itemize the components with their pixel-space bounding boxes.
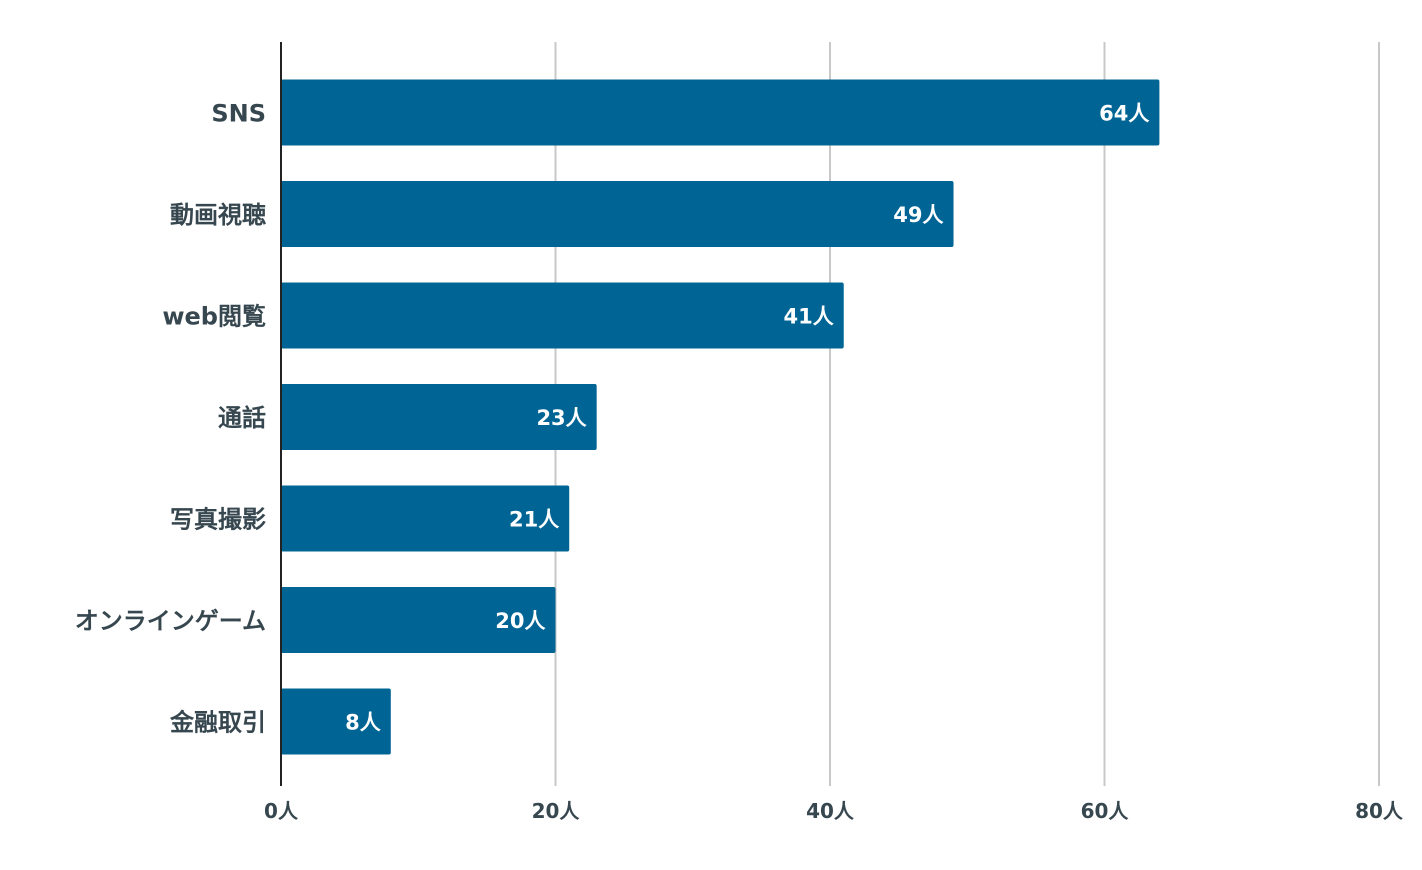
data-label: 41人 (783, 305, 833, 329)
bar (281, 384, 597, 450)
data-label: 64人 (1099, 102, 1149, 126)
x-tick-label: 40人 (806, 799, 855, 823)
bar (281, 79, 1160, 146)
category-label: SNS (211, 100, 266, 128)
x-tick-label: 0人 (264, 799, 299, 823)
bar (281, 282, 844, 349)
data-labels: 64人 49人 41人 23人 21人 20人 8人 (345, 102, 1149, 735)
bars (281, 79, 1160, 755)
data-label: 49人 (893, 203, 943, 227)
category-label: web閲覧 (162, 303, 266, 331)
bar (281, 688, 391, 755)
x-tick-label: 20人 (532, 799, 581, 823)
category-label: 写真撮影 (170, 506, 266, 534)
category-label: 通話 (218, 404, 266, 432)
data-label: 21人 (509, 508, 559, 532)
category-label: オンラインゲーム (75, 607, 266, 635)
data-label: 8人 (345, 711, 381, 735)
category-label: 金融取引 (169, 709, 266, 737)
bar (281, 587, 556, 653)
gridlines (554, 42, 1380, 786)
bar (281, 181, 954, 247)
x-tick-label: 80人 (1355, 799, 1404, 823)
data-label: 20人 (495, 609, 545, 633)
x-tick-label: 60人 (1081, 799, 1130, 823)
data-label: 23人 (536, 406, 586, 430)
bar (281, 485, 570, 552)
category-label: 動画視聴 (170, 201, 266, 229)
x-tick-labels: 0人 20人 40人 60人 80人 (264, 799, 1404, 823)
